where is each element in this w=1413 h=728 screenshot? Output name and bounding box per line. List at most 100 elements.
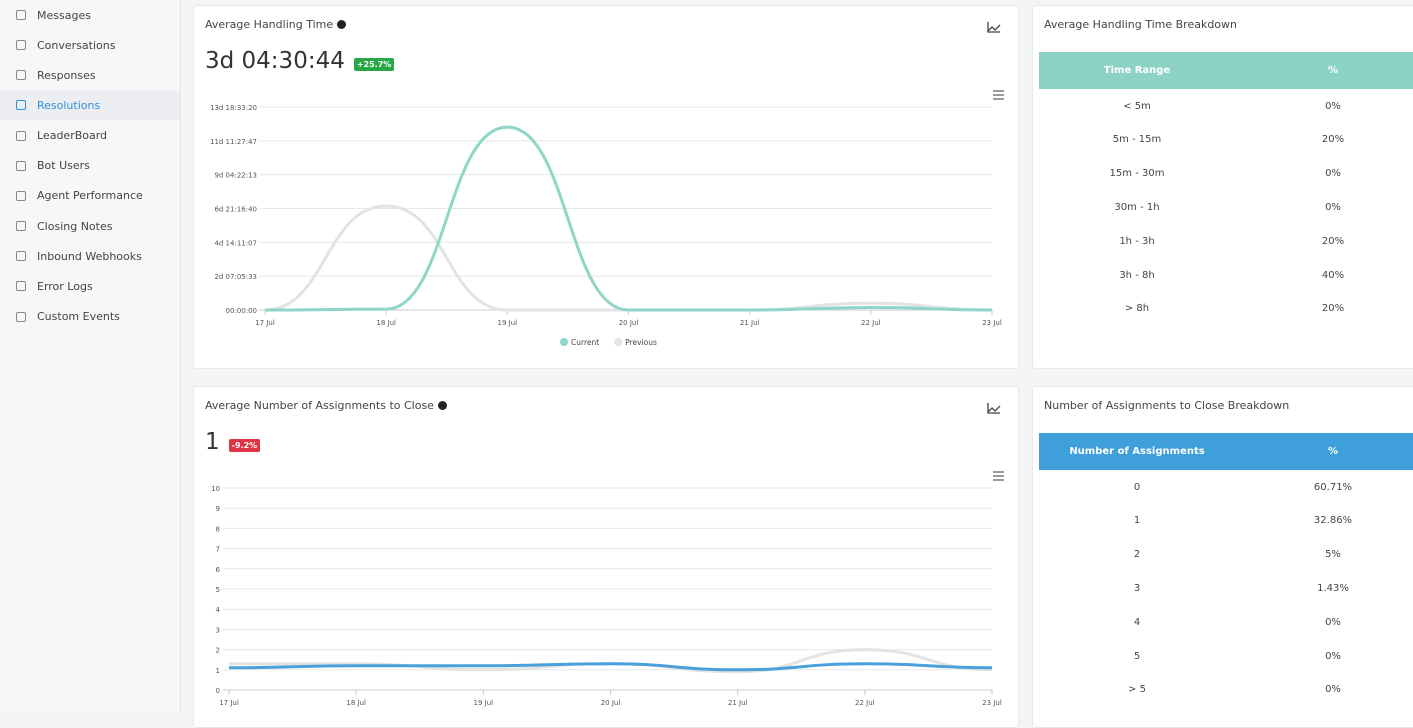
table-cell: 5 [1133, 650, 1141, 662]
sidebar-item[interactable]: Inbound Webhooks [0, 241, 180, 271]
table-cell: 5% [1325, 549, 1341, 561]
table-cell: < 5m [1123, 100, 1151, 112]
y-tick-label: 2d 07:05:33 [214, 273, 257, 281]
table-row: 30m - 1h 0% [1039, 190, 1413, 224]
column-header: % [1327, 65, 1339, 76]
y-tick-label: 0 [216, 687, 220, 695]
table-row: 2 5% [1039, 538, 1413, 572]
legend-marker[interactable] [560, 338, 568, 346]
x-tick-label: 17 Jul [219, 699, 239, 707]
table-row: 5m - 15m 20% [1039, 123, 1413, 157]
x-tick-label: 20 Jul [619, 319, 639, 327]
change-badge: -9.2% [228, 439, 261, 452]
x-tick-label: 23 Jul [982, 319, 1002, 327]
card-title: Average Number of Assignments to Close [205, 399, 447, 412]
series-line [229, 648, 993, 674]
sidebar-item[interactable]: Custom Events [0, 302, 180, 332]
column-header: Time Range [1103, 65, 1171, 76]
y-tick-label: 4d 14:11:07 [214, 239, 257, 247]
x-tick-label: 17 Jul [255, 319, 275, 327]
table-cell: 40% [1321, 269, 1345, 281]
table-row: < 5m 0% [1039, 89, 1413, 123]
table-cell: 0% [1325, 616, 1341, 628]
sidebar-label: Responses [37, 68, 96, 82]
table-cell: 2 [1133, 549, 1141, 561]
y-tick-label: 11d 11:27:47 [210, 138, 257, 146]
table-cell: 0% [1325, 650, 1341, 662]
kpi-value: 1 [205, 429, 220, 455]
table-cell: 3h - 8h [1119, 269, 1155, 281]
sidebar-item[interactable]: Agent Performance [0, 181, 180, 211]
legend-label[interactable]: Previous [625, 338, 657, 347]
chart-card [193, 386, 1019, 728]
sidebar-label: Custom Events [37, 310, 120, 323]
y-tick-label: 7 [216, 546, 220, 554]
sidebar-label: Bot Users [37, 159, 90, 173]
legend-label[interactable]: Current [571, 338, 599, 347]
trend-icon[interactable] [987, 403, 1001, 414]
table-cell: 30m - 1h [1114, 201, 1160, 213]
card-title: Number of Assignments to Close Breakdown [1044, 399, 1290, 412]
table-cell: 0 [1133, 481, 1141, 493]
table-cell: > 8h [1124, 303, 1150, 315]
table-cell: 60.71% [1313, 481, 1353, 493]
card-title: Average Handling Time Breakdown [1044, 18, 1237, 31]
sidebar-item[interactable]: Responses [0, 60, 180, 90]
table-cell: 1.43% [1317, 582, 1349, 594]
table-cell: 15m - 30m [1109, 168, 1165, 180]
table-cell: 32.86% [1313, 515, 1353, 527]
y-tick-label: 3 [216, 626, 220, 634]
x-tick-label: 21 Jul [740, 319, 760, 327]
sidebar-label: Messages [37, 8, 91, 22]
table-row: 3 1.43% [1039, 571, 1413, 605]
sidebar-item[interactable]: Messages [0, 0, 180, 30]
x-tick-label: 23 Jul [982, 699, 1002, 707]
table-cell: 3 [1133, 582, 1141, 594]
y-tick-label: 6 [216, 566, 221, 574]
x-tick-label: 22 Jul [861, 319, 881, 327]
card-title: Average Handling Time [205, 18, 347, 31]
table-cell: 0% [1325, 684, 1341, 696]
sidebar-item[interactable]: LeaderBoard [0, 121, 180, 151]
sidebar-label: Error Logs [37, 279, 93, 293]
trend-icon[interactable] [987, 22, 1001, 33]
y-tick-label: 4 [216, 606, 221, 614]
sidebar-icon [16, 70, 26, 81]
info-icon [437, 401, 447, 410]
table-cell: 4 [1133, 616, 1141, 628]
x-tick-label: 18 Jul [376, 319, 396, 327]
sidebar-label: Resolutions [37, 98, 101, 112]
sidebar-icon [16, 160, 26, 171]
y-tick-label: 9d 04:22:13 [214, 172, 257, 180]
legend-marker[interactable] [614, 338, 623, 346]
table-cell: 20% [1321, 235, 1345, 247]
y-tick-label: 5 [216, 586, 220, 594]
table-row: 4 0% [1039, 605, 1413, 639]
column-header: Number of Assignments [1069, 446, 1205, 457]
sidebar-item[interactable]: Error Logs [0, 271, 180, 301]
table-cell: 0% [1325, 100, 1341, 112]
sidebar-item[interactable]: Resolutions [0, 90, 180, 121]
column-header: % [1327, 446, 1339, 457]
table-row: 1 32.86% [1039, 504, 1413, 538]
table-row: 3h - 8h 40% [1039, 258, 1413, 292]
sidebar-label: Closing Notes [37, 219, 113, 233]
sidebar-icon [16, 100, 26, 111]
info-icon [337, 20, 347, 29]
table-cell: 0% [1325, 168, 1341, 180]
sidebar-item[interactable]: Conversations [0, 30, 180, 60]
charts: 00:00:00 2d 07:05:33 4d 14:11:07 6d 21:16:4… [210, 22, 1004, 707]
sidebar-label: LeaderBoard [37, 129, 108, 143]
sidebar-item[interactable]: Bot Users [0, 151, 180, 181]
table-row: > 8h 20% [1039, 292, 1413, 326]
y-tick-label: 00:00:00 [226, 307, 257, 315]
x-tick-label: 21 Jul [728, 699, 748, 707]
x-tick-label: 20 Jul [601, 699, 621, 707]
sidebar-label: Agent Performance [37, 189, 143, 203]
table-cell: 1h - 3h [1119, 235, 1155, 247]
series-line [264, 204, 993, 312]
sidebar-item[interactable]: Closing Notes [0, 211, 180, 241]
table-row: 5 0% [1039, 639, 1413, 673]
sidebar-icon [16, 281, 26, 292]
